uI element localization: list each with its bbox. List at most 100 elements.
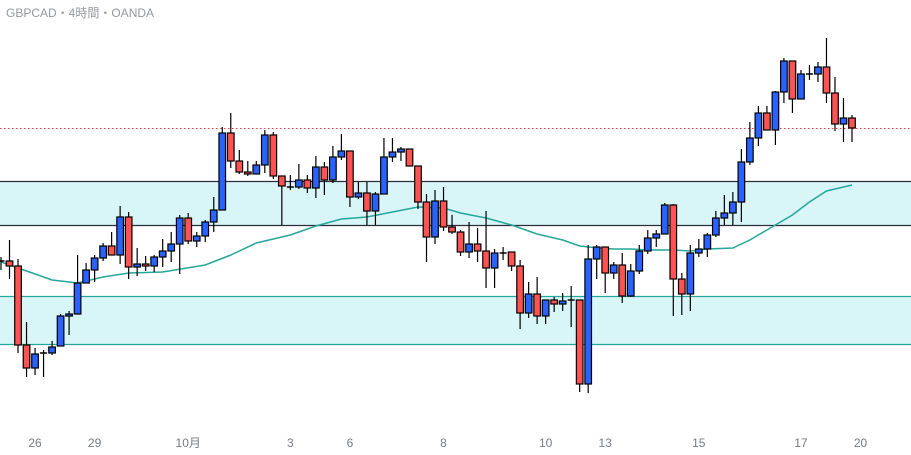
candle-body-up — [728, 201, 737, 214]
candle-body-up — [541, 299, 550, 317]
candle-body-down — [320, 166, 329, 181]
candle-body-up — [431, 200, 439, 238]
candle-body-down — [575, 299, 584, 385]
candle-body-up — [839, 117, 848, 125]
candle-body-down — [533, 293, 542, 317]
candle-body-down — [303, 179, 312, 189]
candle-body-up — [558, 300, 567, 305]
candle-body-up — [490, 252, 499, 269]
upper-zone — [0, 181, 911, 225]
candle-body-down — [107, 245, 116, 256]
candle-body-up — [797, 73, 805, 100]
candle-body-down — [226, 132, 235, 162]
candle-body-down — [788, 60, 797, 100]
candle-body-down — [5, 260, 14, 267]
x-axis-tick-label: 10 — [539, 436, 553, 450]
x-axis-tick-label: 10月 — [176, 436, 201, 450]
candle-body-down — [363, 192, 371, 212]
candle-body-up — [635, 250, 644, 272]
candle-body-up — [720, 212, 729, 219]
candle-body-up — [56, 315, 65, 347]
candle-body-up — [158, 250, 167, 258]
candle-body-up — [711, 217, 720, 236]
candle-body-down — [22, 344, 31, 369]
candle-body-up — [252, 164, 261, 175]
candle-body-up — [48, 346, 56, 354]
candle-body-up — [260, 134, 269, 166]
candle-body-up — [337, 150, 346, 158]
candle-body-down — [422, 201, 431, 238]
candle-body-up — [780, 60, 788, 93]
x-axis-tick-label: 15 — [692, 436, 706, 450]
candle-body-up — [465, 243, 473, 253]
candle-body-down — [346, 150, 354, 198]
candle-body-up — [192, 235, 201, 242]
candle-body-down — [473, 243, 482, 252]
candle-body-up — [354, 192, 363, 198]
candle-body-up — [524, 293, 533, 314]
x-axis-tick-label: 6 — [347, 436, 354, 450]
candle-body-up — [82, 269, 91, 284]
candle-body-down — [439, 200, 448, 228]
candle-body-up — [754, 112, 763, 139]
candle-body-up — [167, 243, 176, 252]
candle-body-up — [90, 257, 99, 271]
candle-body-up — [371, 193, 380, 212]
candle-body-down — [482, 250, 490, 269]
candle-body-up — [65, 313, 73, 317]
candle-body-up — [643, 237, 652, 252]
candle-body-down — [550, 299, 559, 305]
candle-body-up — [814, 66, 822, 75]
candle-body-down — [184, 217, 193, 242]
candle-body-up — [592, 246, 601, 260]
candle-body-down — [516, 265, 525, 314]
x-axis-tick-label: 3 — [287, 436, 294, 450]
candle-body-up — [652, 233, 661, 239]
candle-body-up — [311, 166, 320, 189]
candle-body-up — [388, 151, 397, 158]
candle-body-down — [269, 134, 278, 177]
candle-body-up — [686, 252, 695, 295]
candle-body-up — [660, 204, 669, 235]
candle-body-down — [14, 265, 22, 346]
candle-body-up — [294, 179, 303, 188]
candle-body-down — [831, 92, 839, 125]
candle-body-up — [73, 282, 82, 315]
x-axis-tick-label: 26 — [28, 436, 42, 450]
candle-body-down — [141, 263, 150, 267]
candle-body-down — [414, 165, 422, 203]
candle-body-up — [201, 221, 210, 237]
candle-body-up — [626, 270, 635, 297]
candle-body-down — [762, 112, 771, 131]
x-axis-tick-label: 29 — [88, 436, 102, 450]
candle-body-down — [669, 204, 678, 280]
candle-body-down — [618, 264, 627, 297]
candle-body-up — [771, 91, 780, 131]
candle-body-up — [133, 263, 142, 268]
candle-body-down — [848, 117, 856, 129]
candle-body-up — [397, 148, 405, 153]
candle-body-up — [380, 156, 388, 195]
candle-body-up — [584, 258, 593, 385]
x-axis-tick-label: 20 — [854, 436, 868, 450]
candle-body-down — [448, 226, 456, 233]
x-axis-tick-label: 8 — [440, 436, 447, 450]
candle-body-up — [218, 132, 227, 211]
candle-body-down — [822, 66, 831, 94]
candle-body-down — [277, 175, 286, 187]
lower-zone — [0, 296, 911, 344]
candle-body-up — [737, 161, 746, 203]
candle-body-down — [677, 278, 686, 295]
candle-body-up — [609, 264, 618, 274]
candle-body-down — [601, 246, 610, 274]
candle-body-down — [456, 231, 465, 253]
chart-title: GBPCAD・4時間・OANDA — [6, 6, 155, 20]
candle-body-down — [243, 171, 252, 175]
candle-body-up — [99, 245, 108, 259]
candle-body-up — [209, 209, 218, 223]
candle-body-down — [405, 148, 414, 167]
candle-body-up — [328, 156, 337, 181]
x-axis-tick-label: 17 — [794, 436, 808, 450]
candle-body-up — [116, 216, 125, 256]
